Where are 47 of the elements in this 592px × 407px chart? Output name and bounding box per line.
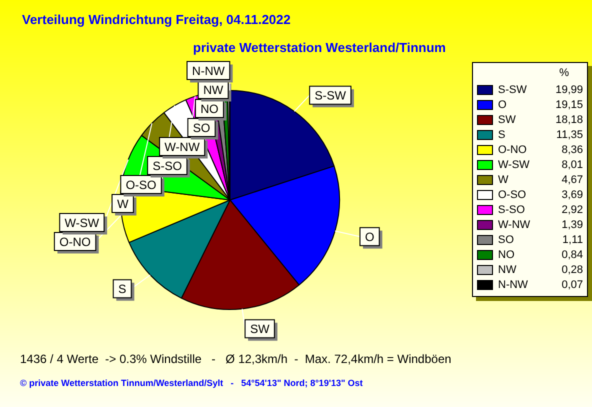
data-label: 3,69	[562, 188, 583, 200]
legend-label: O-NO	[498, 144, 528, 156]
category-label: S-SO	[152, 158, 182, 173]
slice-label: S-SW	[314, 88, 347, 103]
data-label: 1,39	[562, 218, 583, 230]
legend-label: W-SW	[498, 158, 531, 170]
legend-title: %	[558, 67, 570, 79]
text: © private Wetterstation Tinnum/Westerland/Sylt - 54°54'13" Nord; 8°19'13" Ost	[20, 378, 363, 388]
legend-label: SW	[498, 114, 517, 126]
slice-label: O	[364, 230, 374, 244]
legend-label: S	[498, 128, 506, 140]
chart-subtitle: private Wetterstation Westerland/Tinnum	[193, 40, 446, 55]
legend-label: SO	[498, 234, 515, 246]
data-label: 4,67	[562, 174, 583, 186]
category-label: SO	[192, 120, 210, 135]
data-label: 8,36	[562, 144, 583, 156]
slice-label: SW	[250, 322, 270, 336]
data-label: 18,18	[555, 114, 583, 126]
category-label: O-SO	[126, 178, 156, 192]
legend-label: O	[498, 98, 508, 110]
text: 1436 / 4 Werte -> 0.3% Windstille - Ø 12,3km/h - Max. 72,4km/h = Windböen	[20, 352, 452, 366]
chart-title: Verteilung Windrichtung Freitag, 04.11.2022	[22, 12, 291, 27]
legend-label: W-NW	[498, 218, 532, 230]
slice-label: N-NW	[192, 64, 226, 78]
legend-label: N-NW	[498, 278, 529, 290]
data-label: 19,99	[555, 84, 583, 96]
data-label: 19,15	[555, 98, 583, 110]
legend-label: NW	[498, 264, 518, 276]
legend-label: NO	[498, 248, 516, 260]
category-label: NO	[200, 102, 218, 116]
data-label: 1,11	[562, 234, 583, 246]
legend-label: S-SO	[498, 204, 526, 216]
data-label: 0,28	[562, 264, 583, 276]
data-label: 8,01	[562, 158, 583, 170]
data-label: 0,07	[562, 278, 583, 290]
legend-label: S-SW	[498, 84, 528, 96]
category-label: W-NW	[164, 140, 200, 154]
legend-label: W	[498, 174, 510, 186]
legend-label: O-SO	[498, 188, 528, 200]
slice-label: O-NO	[59, 234, 91, 249]
data-label: 2,92	[562, 204, 583, 216]
data-label: 11,35	[556, 128, 583, 140]
data-label: 0,84	[562, 248, 583, 260]
slice-label: W-SW	[64, 216, 100, 230]
category-label: NW	[203, 82, 224, 97]
slice-label: S	[118, 282, 126, 296]
category-label: W	[117, 196, 128, 211]
